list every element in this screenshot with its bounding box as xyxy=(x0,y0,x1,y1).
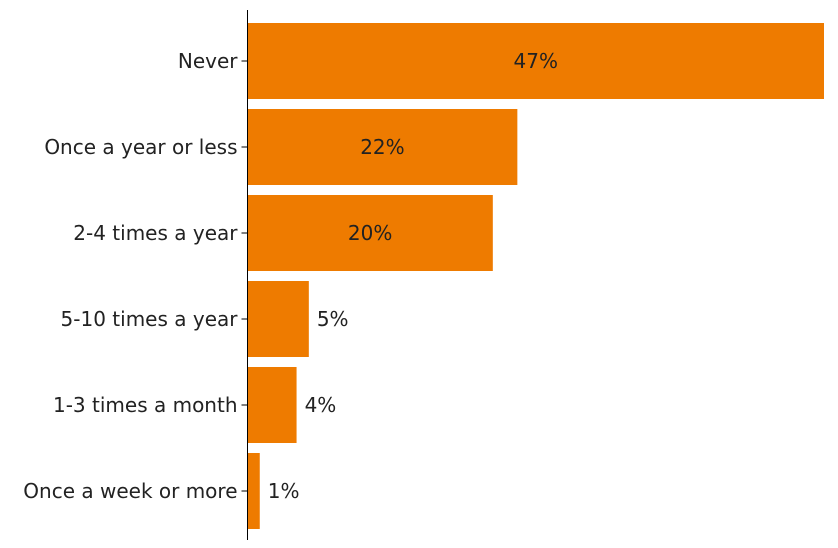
bar-5 xyxy=(247,453,260,529)
category-label-5: Once a week or more xyxy=(23,479,237,503)
value-label-1: 22% xyxy=(360,135,404,159)
bars-group xyxy=(247,23,824,529)
value-label-5: 1% xyxy=(268,479,300,503)
value-label-4: 4% xyxy=(305,393,337,417)
bar-2 xyxy=(247,195,493,271)
bar-3 xyxy=(247,281,309,357)
category-label-2: 2-4 times a year xyxy=(73,221,238,245)
value-label-0: 47% xyxy=(514,49,558,73)
category-label-0: Never xyxy=(178,49,238,73)
bar-4 xyxy=(247,367,297,443)
bar-1 xyxy=(247,109,518,185)
tick-marks-group xyxy=(241,60,248,492)
value-label-2: 20% xyxy=(348,221,392,245)
category-label-1: Once a year or less xyxy=(44,135,237,159)
category-label-4: 1-3 times a month xyxy=(53,393,238,417)
bar-0 xyxy=(247,23,824,99)
category-label-3: 5-10 times a year xyxy=(61,307,239,331)
value-label-3: 5% xyxy=(317,307,349,331)
category-labels-group: Never Once a year or less 2-4 times a year… xyxy=(23,49,238,503)
value-labels-group: 47% 22% 20% 5% 4% 1% xyxy=(268,49,558,503)
